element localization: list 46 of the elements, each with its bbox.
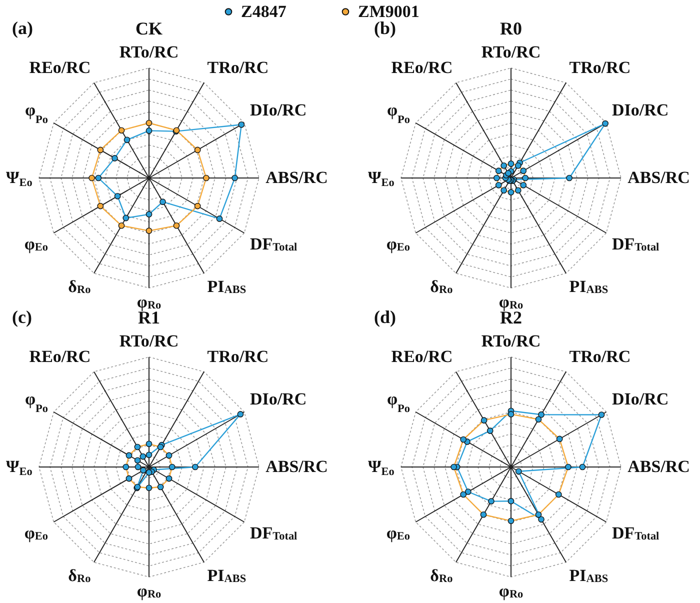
spoke-label: δRo bbox=[430, 566, 454, 586]
spoke-label: ABS/RC bbox=[266, 168, 328, 187]
text: (c) bbox=[12, 307, 32, 327]
spoke-label: TRo/RC bbox=[207, 58, 269, 78]
spoke-label: DFTotal bbox=[612, 523, 660, 542]
spoke-label: TRo/RC bbox=[569, 58, 631, 78]
legend-label: ZM9001 bbox=[358, 2, 420, 21]
spoke-label: DFTotal bbox=[612, 234, 660, 254]
spoke-label: DIo/RC bbox=[250, 100, 307, 120]
spoke-label: DIo/RC bbox=[250, 390, 307, 409]
spoke-label: φRo bbox=[498, 582, 524, 601]
spoke-label: PIABS bbox=[207, 566, 246, 586]
spoke-label: φEo bbox=[24, 234, 48, 254]
spoke-label: REo/RC bbox=[391, 347, 453, 366]
spoke-label: δRo bbox=[68, 566, 92, 586]
spoke-label: ABS/RC bbox=[628, 168, 690, 187]
spoke-label: DIo/RC bbox=[612, 390, 669, 409]
spoke-label: δRo bbox=[430, 276, 454, 296]
text: CK bbox=[136, 18, 162, 38]
spoke-label: RTo/RC bbox=[481, 331, 541, 350]
spoke-label: PIABS bbox=[207, 276, 246, 296]
spoke-label: PIABS bbox=[569, 566, 608, 586]
spoke-label: DFTotal bbox=[250, 523, 298, 542]
spoke-label: REo/RC bbox=[29, 347, 91, 366]
spoke-label: φRo bbox=[136, 582, 162, 601]
spoke-label: RTo/RC bbox=[481, 42, 541, 62]
text: (a) bbox=[12, 18, 33, 38]
chart-title: R0 bbox=[500, 18, 522, 38]
spoke-label: TRo/RC bbox=[207, 347, 269, 366]
spoke-label: δRo bbox=[68, 276, 92, 296]
legend-label: Z4847 bbox=[241, 2, 287, 21]
spoke-label: φEo bbox=[386, 523, 410, 542]
spoke-label: ABS/RC bbox=[266, 457, 328, 476]
text: (d) bbox=[374, 307, 396, 327]
spoke-label: ABS/RC bbox=[628, 457, 690, 476]
spoke-label: DIo/RC bbox=[612, 100, 669, 120]
spoke-label: RTo/RC bbox=[119, 42, 179, 62]
text: (b) bbox=[374, 18, 396, 38]
spoke-label: REo/RC bbox=[391, 58, 453, 78]
spoke-label: TRo/RC bbox=[569, 347, 631, 366]
spoke-label: REo/RC bbox=[29, 58, 91, 78]
spoke-label: DFTotal bbox=[250, 234, 298, 254]
spoke-label: RTo/RC bbox=[119, 331, 179, 350]
spoke-label: φEo bbox=[24, 523, 48, 542]
spoke-label: φEo bbox=[386, 234, 410, 254]
spoke-label: PIABS bbox=[569, 276, 608, 296]
